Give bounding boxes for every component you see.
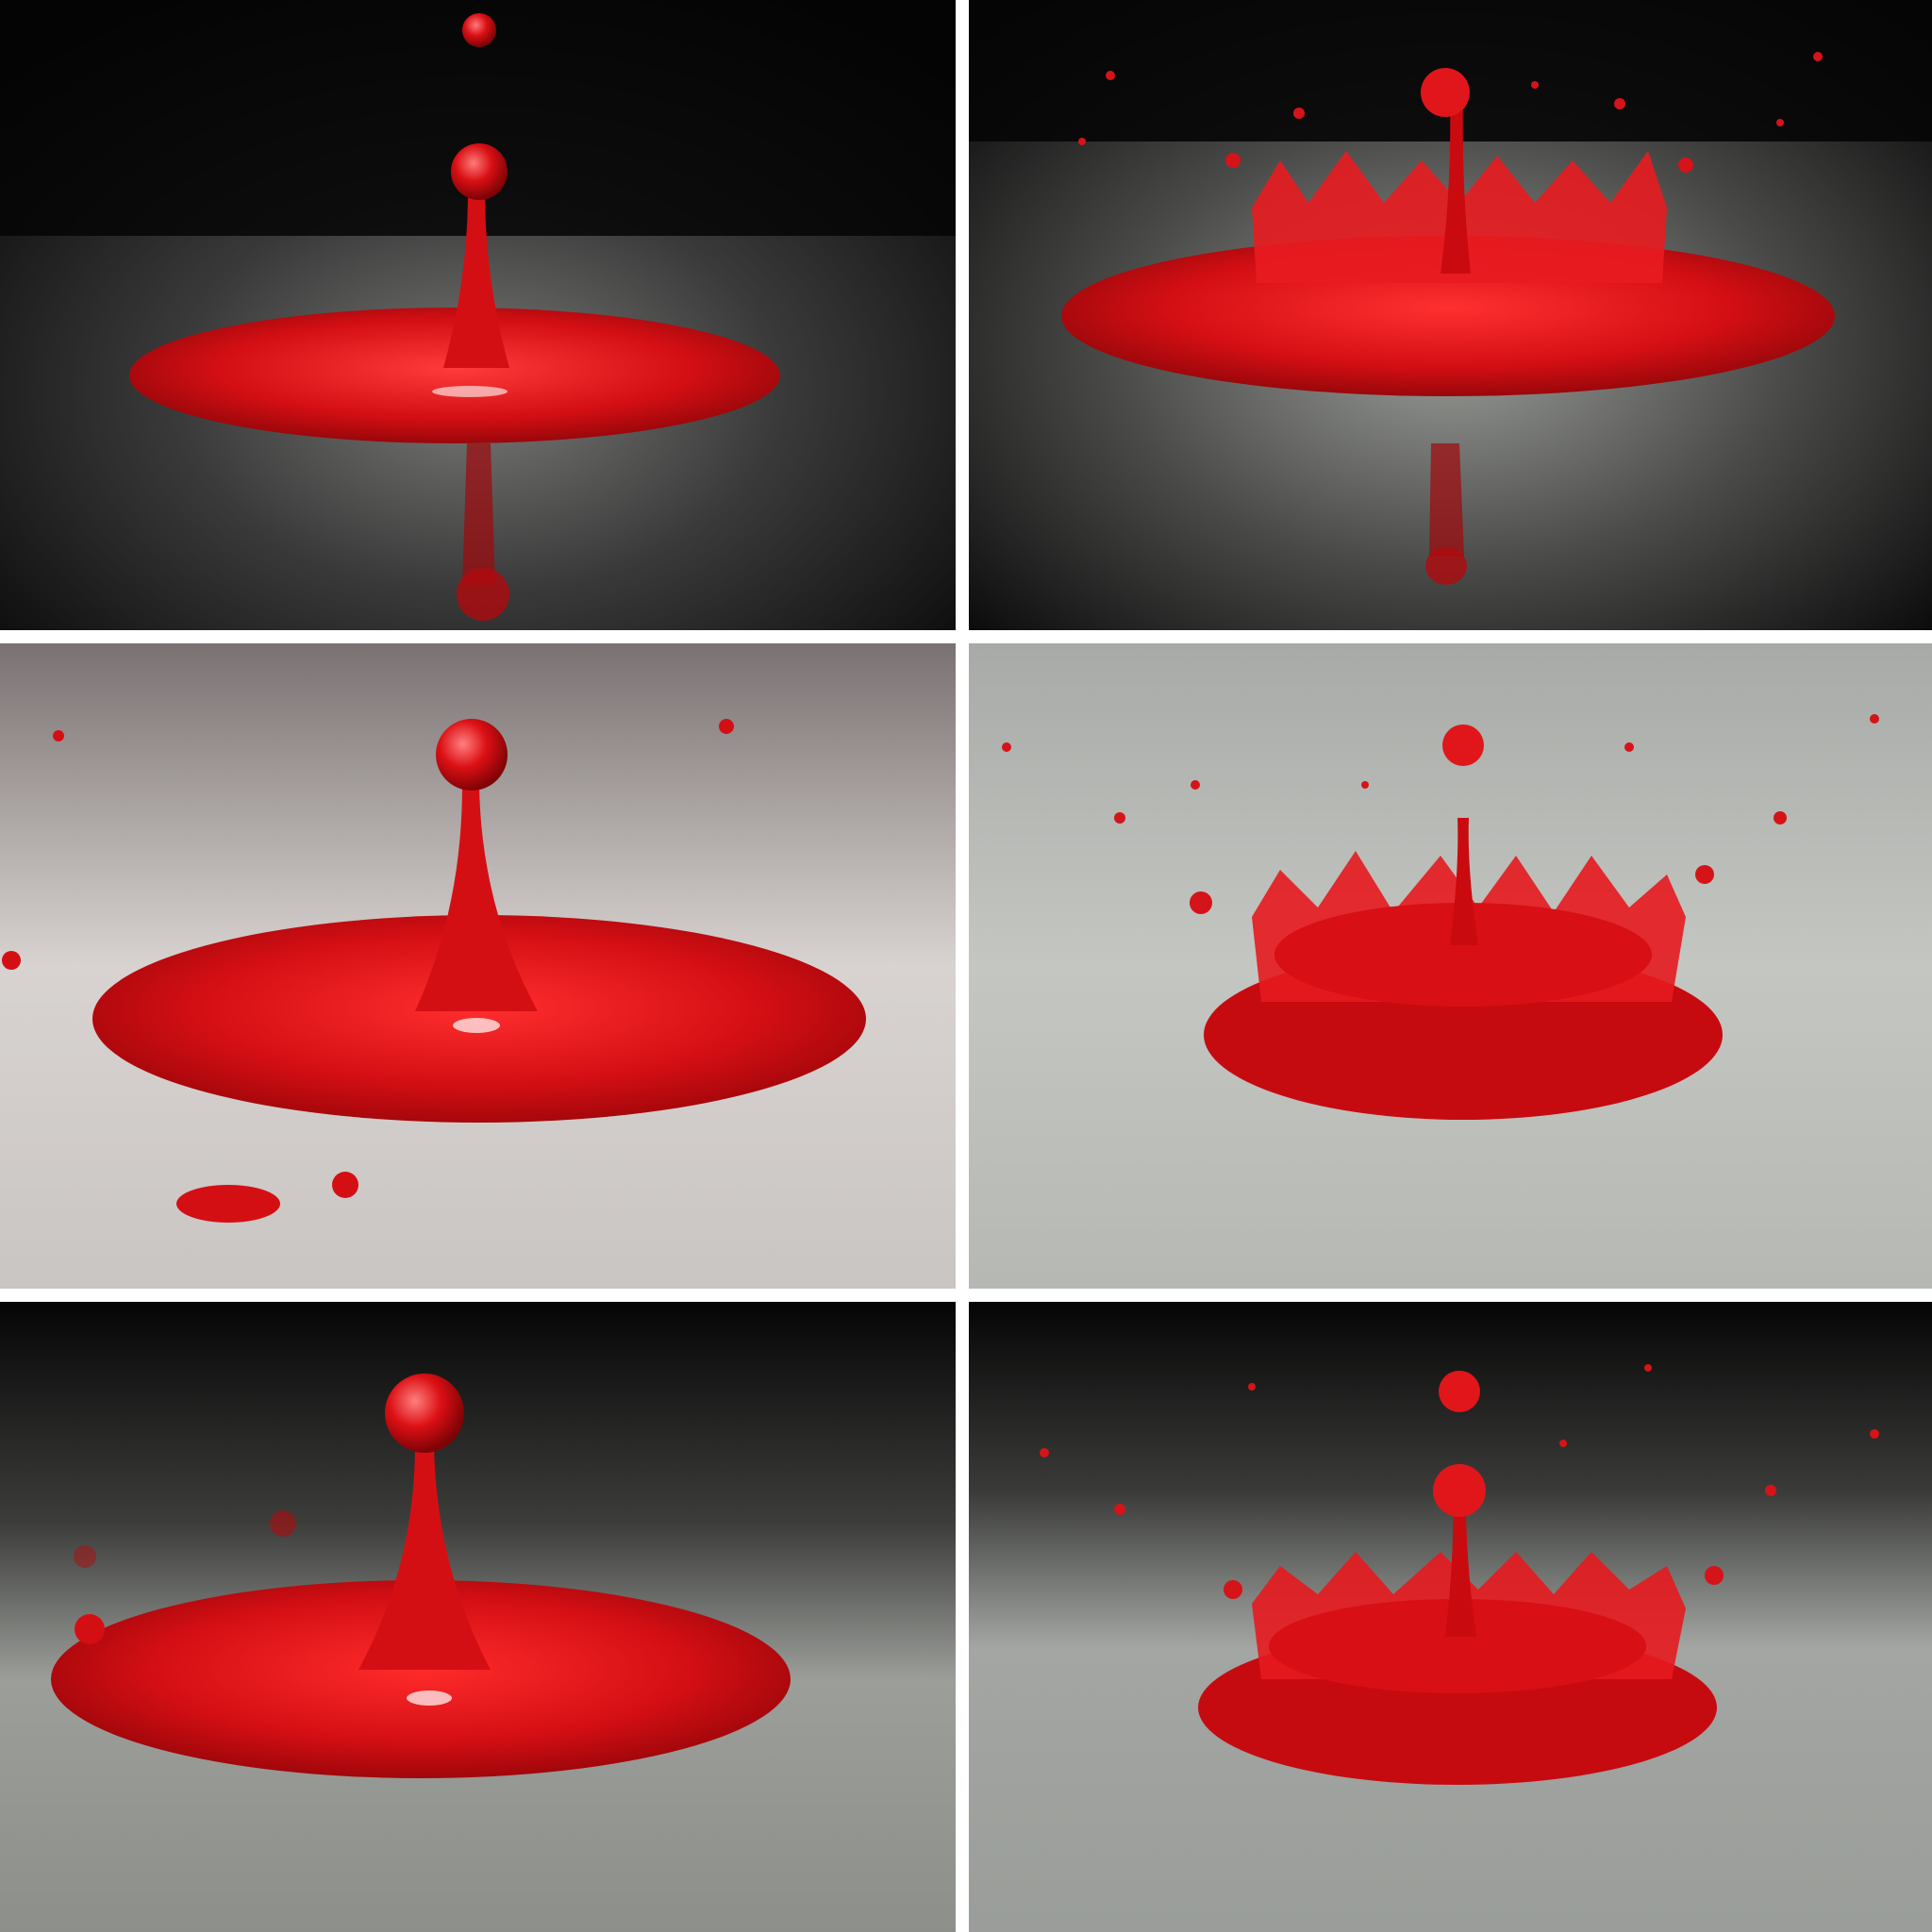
panel-bottom-right: [969, 1302, 1932, 1932]
drop-column-scene: [0, 1302, 956, 1932]
crown-splash-scene: [969, 643, 1932, 1289]
panel-middle-right: [969, 643, 1932, 1289]
crown-splash-scene: [969, 1302, 1932, 1932]
panel-top-right: [969, 0, 1932, 630]
panel-top-left: [0, 0, 956, 630]
drop-column-scene: [0, 643, 956, 1289]
panel-bottom-left: [0, 1302, 956, 1932]
drop-column-scene: [0, 0, 956, 630]
crown-splash-scene: [969, 0, 1932, 630]
panel-middle-left: [0, 643, 956, 1289]
